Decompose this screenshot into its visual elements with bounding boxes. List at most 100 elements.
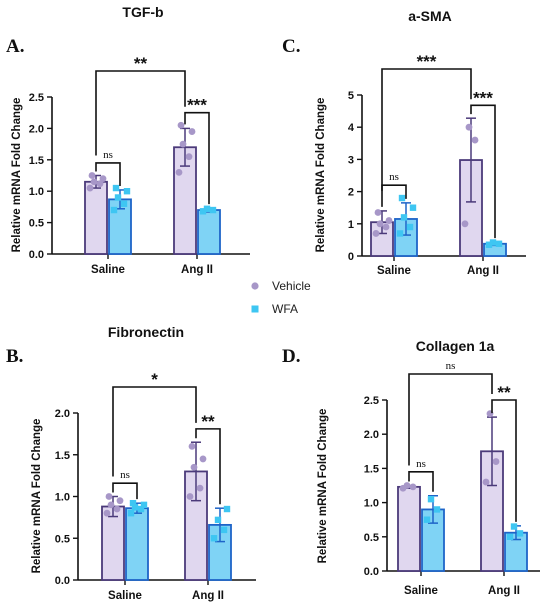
data-point xyxy=(110,206,118,214)
y-tick-label: 1.0 xyxy=(364,498,379,510)
significance-bracket xyxy=(408,471,434,492)
panel-letter: D. xyxy=(282,346,300,367)
data-point xyxy=(409,483,417,491)
chart-panel-0: TGF-b A. Relative mRNA Fold Change 0.0 0.5 1.… xyxy=(6,4,250,276)
significance-label: ns xyxy=(416,458,426,470)
data-point xyxy=(372,230,380,237)
significance-label: ns xyxy=(446,360,456,372)
y-tick-label: 0 xyxy=(348,251,354,263)
significance-bracket xyxy=(381,68,472,191)
x-tick-label: Saline xyxy=(91,264,125,276)
y-tick-label: 2.0 xyxy=(55,408,70,420)
data-point xyxy=(385,217,393,224)
data-point xyxy=(485,241,493,248)
data-point xyxy=(137,505,145,513)
y-axis-label: Relative mRNA Fold Change xyxy=(315,98,327,253)
significance-label: *** xyxy=(187,96,207,115)
data-point xyxy=(382,223,390,231)
data-point xyxy=(96,180,104,188)
data-point xyxy=(510,523,518,530)
y-tick-label: 0.0 xyxy=(55,575,70,587)
y-tick-label: 1.5 xyxy=(29,155,44,167)
data-point xyxy=(190,463,198,471)
data-point xyxy=(398,194,406,202)
y-tick-label: 1 xyxy=(348,219,354,231)
y-tick-label: 1.5 xyxy=(364,463,379,475)
data-point xyxy=(116,497,124,505)
data-point xyxy=(374,209,382,216)
data-point xyxy=(423,516,431,523)
significance-bracket xyxy=(470,104,496,239)
data-point xyxy=(516,530,524,537)
data-point xyxy=(199,208,207,215)
chart-panels: TGF-b A. Relative mRNA Fold Change 0.0 0.5 1.… xyxy=(6,4,540,602)
data-point xyxy=(188,128,196,135)
legend-label: WFA xyxy=(272,302,298,316)
data-point xyxy=(406,223,414,231)
significance-bracket xyxy=(491,399,517,522)
data-point xyxy=(461,220,469,228)
significance-label: *** xyxy=(473,88,493,107)
significance-bracket xyxy=(95,162,121,186)
data-point xyxy=(471,136,479,144)
y-tick-label: 3 xyxy=(348,154,354,166)
x-tick-label: Ang II xyxy=(467,265,499,277)
x-tick-label: Saline xyxy=(377,265,411,277)
significance-bracket xyxy=(112,386,197,477)
data-point xyxy=(105,493,113,500)
data-point xyxy=(209,206,217,214)
y-tick-label: 0.5 xyxy=(364,532,379,544)
data-point xyxy=(103,509,111,517)
data-point xyxy=(185,153,193,161)
y-tick-label: 1.0 xyxy=(29,186,44,198)
data-point xyxy=(482,478,490,486)
significance-label: ns xyxy=(103,149,113,161)
significance-label: ns xyxy=(389,171,399,183)
y-axis-label: Relative mRNA Fold Change xyxy=(11,98,23,253)
data-point xyxy=(196,484,204,492)
chart-panel-3: Collagen 1a D. Relative mRNA Fold Change 0.… xyxy=(282,338,540,597)
data-point xyxy=(107,501,115,509)
panel-letter: B. xyxy=(6,346,23,367)
legend-marker-vehicle xyxy=(251,282,259,290)
data-point xyxy=(427,495,435,503)
significance-label: ns xyxy=(120,469,130,481)
data-point xyxy=(120,200,128,207)
data-point xyxy=(99,175,107,183)
x-tick-label: Ang II xyxy=(181,264,213,276)
y-tick-label: 0.0 xyxy=(29,249,44,261)
significance-label: ** xyxy=(134,54,148,73)
data-point xyxy=(186,493,194,500)
y-tick-label: 2.0 xyxy=(364,429,379,441)
y-tick-label: 2.5 xyxy=(364,395,379,407)
y-tick-label: 2.0 xyxy=(29,123,44,135)
significance-bracket xyxy=(184,111,210,205)
data-point xyxy=(179,140,187,148)
y-tick-label: 0.5 xyxy=(29,218,44,230)
chart-panel-1: a-SMA C. Relative mRNA Fold Change 0 1 2 3 4 5 Sa… xyxy=(282,8,526,277)
legend-marker-wfa xyxy=(251,305,259,313)
data-point xyxy=(465,123,473,131)
data-point xyxy=(214,516,222,524)
y-tick-label: 4 xyxy=(348,122,355,134)
data-point xyxy=(400,214,408,221)
y-tick-label: 1.5 xyxy=(55,450,70,462)
y-tick-label: 5 xyxy=(348,90,354,102)
data-point xyxy=(489,239,497,246)
data-point xyxy=(131,504,139,511)
bar xyxy=(125,507,149,581)
data-point xyxy=(199,455,207,463)
x-tick-label: Saline xyxy=(108,590,142,602)
significance-label: * xyxy=(151,370,158,389)
x-tick-label: Ang II xyxy=(488,585,520,597)
data-point xyxy=(220,526,228,534)
legend-label: Vehicle xyxy=(272,279,311,293)
chart-panel-2: Fibronectin B. Relative mRNA Fold Change 0.… xyxy=(6,324,256,602)
data-point xyxy=(203,205,211,212)
y-tick-label: 2.5 xyxy=(29,92,44,104)
significance-label: ** xyxy=(497,383,511,402)
data-point xyxy=(129,499,137,507)
significance-label: ** xyxy=(201,412,215,431)
data-point xyxy=(433,506,441,513)
